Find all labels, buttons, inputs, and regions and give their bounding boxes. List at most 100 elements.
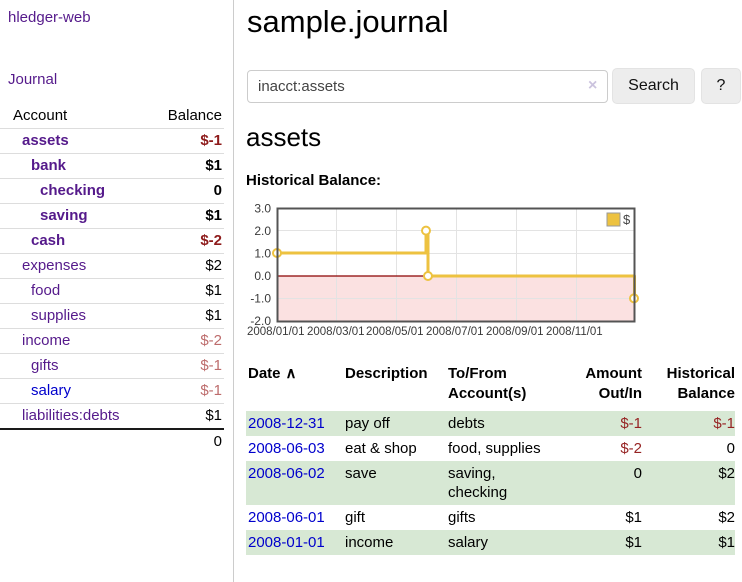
accounts-header-row: Account Balance [0,104,224,129]
account-row: food $1 [0,278,224,304]
column-amount-out-in: Amount Out/In [585,365,642,402]
transaction-amount: $-2 [620,440,642,457]
account-row: supplies $1 [0,303,224,329]
svg-text:2.0: 2.0 [254,224,271,238]
account-balance: $2 [205,257,222,274]
account-row: cash $-2 [0,228,224,254]
account-link[interactable]: cash [31,232,66,249]
account-link[interactable]: supplies [31,307,87,324]
x-axis-label: 2008/09/01 [486,326,544,338]
transaction-amount: $1 [625,534,642,551]
account-balance: $-1 [200,357,222,374]
account-row: income $-2 [0,328,224,354]
account-link[interactable]: bank [31,157,67,174]
account-link[interactable]: liabilities:debts [22,407,120,424]
transaction-date-link[interactable]: 2008-01-01 [248,534,325,551]
column-date[interactable]: Date ∧ [248,365,297,382]
accounts-table: Account Balance assets $-1 bank $1 check… [0,104,224,454]
transaction-row: 2008-06-02 save saving, checking 0 $2 [246,461,735,505]
help-button[interactable]: ? [701,68,741,104]
transaction-description: save [345,465,377,482]
transaction-historical-balance: $2 [718,465,735,482]
search-input[interactable] [247,70,608,103]
transaction-date-link[interactable]: 2008-06-01 [248,509,325,526]
accounts-total-row: 0 [0,429,224,454]
chart-canvas: 3.0 2.0 1.0 0.0 -1.0 -2.0 $ [250,202,639,329]
transaction-historical-balance: $-1 [713,415,735,432]
transaction-row: 2008-12-31 pay off debts $-1 $-1 [246,411,735,436]
sidebar-item-journal[interactable]: Journal [8,71,58,88]
account-row: salary $-1 [0,378,224,404]
page-title: sample.journal [247,4,449,39]
account-balance: $1 [205,307,222,324]
account-balance: 0 [213,182,222,199]
svg-text:0.0: 0.0 [254,269,271,283]
account-link[interactable]: expenses [22,257,87,274]
svg-text:-2.0: -2.0 [250,314,271,326]
svg-text:3.0: 3.0 [254,202,271,216]
brand-link[interactable]: hledger-web [8,9,91,26]
account-link[interactable]: assets [22,132,69,149]
legend-swatch [606,212,621,227]
account-link[interactable]: income [22,332,71,349]
account-link[interactable]: food [31,282,61,299]
account-balance: $1 [205,407,222,424]
transaction-amount: 0 [633,465,642,482]
transaction-accounts: salary [448,534,489,551]
legend-label: $ [623,212,631,227]
x-axis-label: 2008/01/01 [247,326,305,338]
transaction-historical-balance: $2 [718,509,735,526]
account-row: checking 0 [0,178,224,204]
transaction-amount: $1 [625,509,642,526]
transaction-description: eat & shop [345,440,417,457]
account-row: bank $1 [0,153,224,179]
sort-asc-icon: ∧ [285,365,297,382]
transaction-row: 2008-06-01 gift gifts $1 $2 [246,505,735,530]
accounts-total-value: 0 [213,433,222,450]
x-axis-label: 2008/07/01 [426,326,484,338]
transaction-amount: $-1 [620,415,642,432]
transaction-date-link[interactable]: 2008-06-03 [248,440,325,457]
svg-text:1.0: 1.0 [254,247,271,261]
accounts-column-balance: Balance [167,107,222,124]
transaction-accounts: debts [448,415,485,432]
account-row: saving $1 [0,203,224,229]
accounts-column-account: Account [13,107,68,124]
account-link[interactable]: salary [31,382,72,399]
account-row: gifts $-1 [0,353,224,379]
transaction-row: 2008-06-03 eat & shop food, supplies $-2… [246,436,735,461]
transaction-accounts: gifts [448,509,476,526]
sidebar-divider [233,0,234,582]
column-tofrom-accounts: To/From Account(s) [448,365,527,402]
transaction-description: gift [345,509,366,526]
transaction-row: 2008-01-01 income salary $1 $1 [246,530,735,555]
account-link[interactable]: checking [40,182,106,199]
account-link[interactable]: gifts [31,357,59,374]
x-axis-label: 2008/11/01 [546,326,603,338]
account-balance: $-1 [200,132,222,149]
transaction-date-link[interactable]: 2008-06-02 [248,465,325,482]
clear-search-icon[interactable]: × [588,77,598,94]
transaction-description: income [345,534,394,551]
transaction-description: pay off [345,415,390,432]
transaction-historical-balance: 0 [726,440,735,457]
svg-text:-1.0: -1.0 [250,292,271,306]
transaction-historical-balance: $1 [718,534,735,551]
account-row: liabilities:debts $1 [0,403,224,430]
account-row: assets $-1 [0,128,224,154]
transaction-date-link[interactable]: 2008-12-31 [248,415,325,432]
account-balance: $-1 [200,382,222,399]
transactions-table: Date ∧ Description To/From Account(s) Amo… [246,362,735,555]
plot-border [276,207,636,323]
y-axis-labels: 3.0 2.0 1.0 0.0 -1.0 -2.0 [250,202,271,329]
account-balance: $-2 [200,232,222,249]
account-balance: $1 [205,207,222,224]
x-axis-label: 2008/05/01 [366,326,424,338]
historical-balance-chart: 3.0 2.0 1.0 0.0 -1.0 -2.0 $ 2008/01/01 2… [243,202,643,352]
column-historical-balance: Historical Balance [666,365,735,402]
account-link[interactable]: saving [40,207,88,224]
column-description: Description [345,365,428,382]
search-button[interactable]: Search [612,68,695,104]
account-row: expenses $2 [0,253,224,279]
transactions-header-row: Date ∧ Description To/From Account(s) Amo… [246,362,735,411]
